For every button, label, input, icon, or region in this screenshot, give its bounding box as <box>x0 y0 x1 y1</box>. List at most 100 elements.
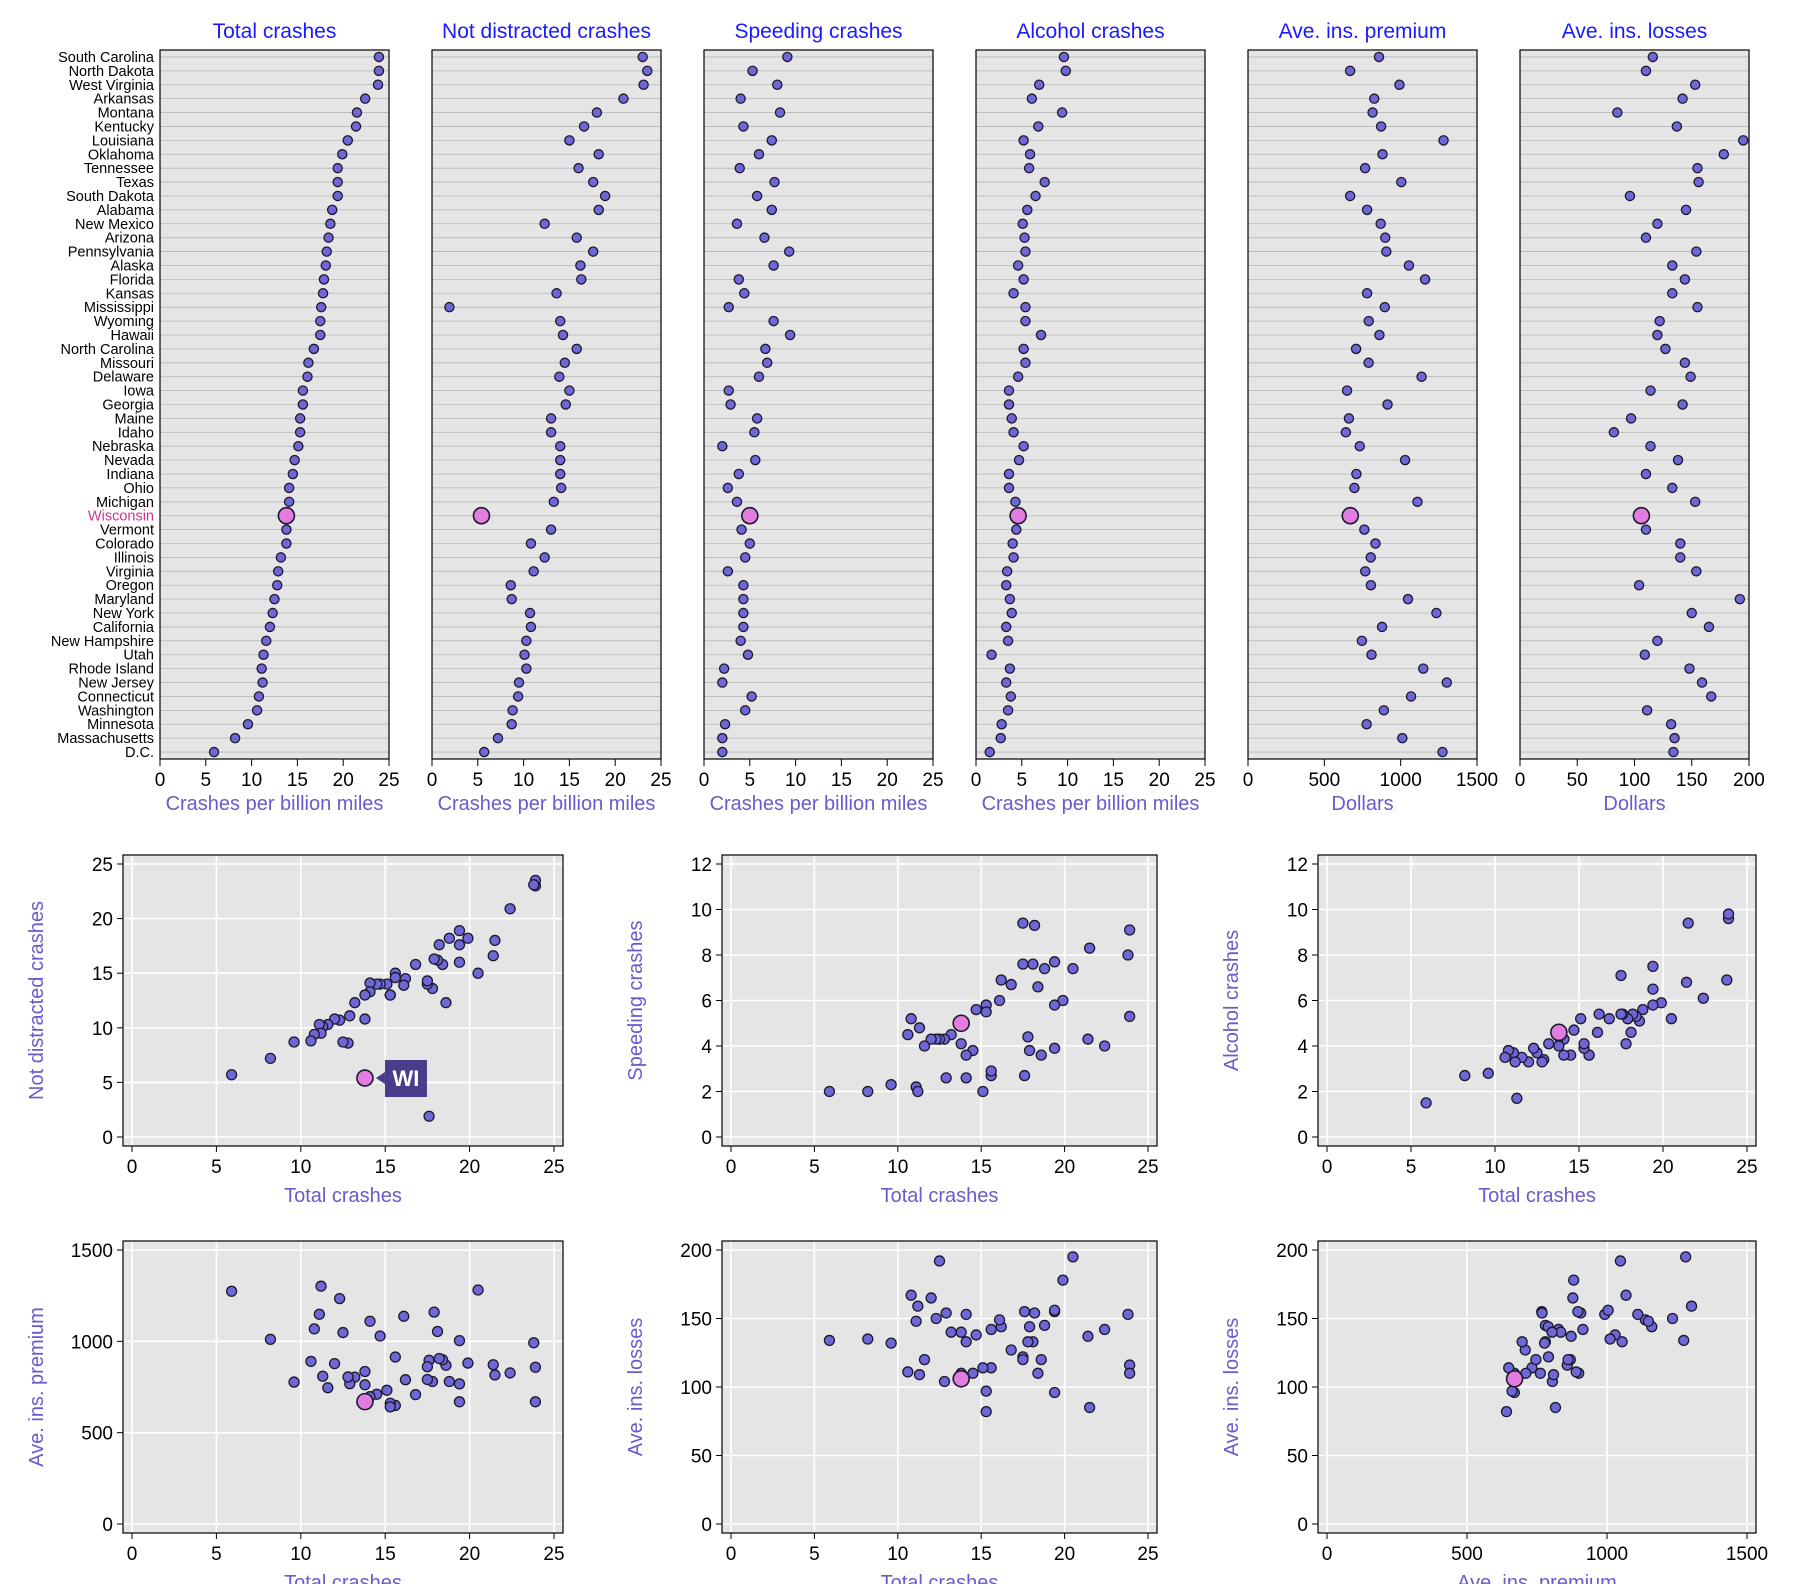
data-point-michigan[interactable] <box>731 496 743 508</box>
data-point-georgia[interactable] <box>389 971 401 984</box>
data-point-maryland[interactable] <box>738 593 749 605</box>
data-point-utah[interactable] <box>1366 649 1377 660</box>
data-point-alabama[interactable] <box>443 1375 455 1388</box>
data-point-georgia[interactable] <box>985 1323 997 1336</box>
data-point-new-mexico[interactable] <box>1375 218 1386 230</box>
data-point-nebraska[interactable] <box>381 1384 393 1396</box>
data-point-south-dakota[interactable] <box>332 190 343 202</box>
data-point-new-jersey[interactable] <box>315 1280 327 1292</box>
data-point-d-c-[interactable] <box>1420 1097 1432 1109</box>
data-point-pennsylvania[interactable] <box>433 1352 445 1365</box>
data-point-virginia[interactable] <box>1359 566 1371 577</box>
data-point-new-york[interactable] <box>524 607 536 619</box>
data-point-new-hampshire[interactable] <box>261 635 272 647</box>
data-point-kentucky[interactable] <box>738 121 749 132</box>
data-point-indiana[interactable] <box>733 468 745 480</box>
data-point-washington[interactable] <box>305 1355 317 1368</box>
data-point-texas[interactable] <box>1039 176 1050 188</box>
data-point-indiana[interactable] <box>1351 468 1362 480</box>
data-point-missouri[interactable] <box>1593 1008 1605 1020</box>
data-point-idaho[interactable] <box>1500 1406 1513 1418</box>
data-point-nebraska[interactable] <box>1018 440 1029 452</box>
data-point-alaska[interactable] <box>1403 260 1415 271</box>
data-point-alaska[interactable] <box>1027 958 1039 970</box>
data-point-montana[interactable] <box>1056 107 1068 118</box>
data-point-georgia[interactable] <box>985 1065 997 1077</box>
data-point-illinois[interactable] <box>739 552 751 563</box>
data-point-ohio[interactable] <box>1003 482 1015 494</box>
data-point-arkansas[interactable] <box>618 93 629 104</box>
data-point-new-jersey[interactable] <box>717 677 728 688</box>
data-point-d-c-[interactable] <box>1437 746 1448 758</box>
data-point-texas[interactable] <box>1396 176 1407 188</box>
data-point-new-mexico[interactable] <box>1035 1049 1047 1061</box>
data-point-maine[interactable] <box>1006 413 1017 424</box>
data-point-colorado[interactable] <box>744 538 756 549</box>
data-point-tennessee[interactable] <box>734 162 745 174</box>
data-point-oregon[interactable] <box>271 579 283 591</box>
data-point-minnesota[interactable] <box>719 718 731 730</box>
data-point-arizona[interactable] <box>1640 232 1652 243</box>
data-point-delaware[interactable] <box>993 994 1006 1007</box>
data-point-new-york[interactable] <box>738 607 749 619</box>
data-point-louisiana[interactable] <box>1067 963 1079 975</box>
data-point-montana[interactable] <box>1549 1401 1562 1414</box>
data-point-tennessee[interactable] <box>453 1378 466 1390</box>
data-point-alabama[interactable] <box>1022 204 1033 216</box>
data-point-florida[interactable] <box>1023 1321 1036 1333</box>
data-point-nevada[interactable] <box>1399 454 1411 466</box>
data-point-minnesota[interactable] <box>996 718 1007 730</box>
data-point-highlight-wisconsin[interactable] <box>1550 1023 1568 1042</box>
data-point-new-jersey[interactable] <box>1000 677 1012 688</box>
data-point-virginia[interactable] <box>1691 566 1702 577</box>
data-point-massachusetts[interactable] <box>1604 1333 1616 1345</box>
data-point-mississippi[interactable] <box>444 301 455 313</box>
data-point-ohio[interactable] <box>960 1336 972 1348</box>
data-point-alabama[interactable] <box>593 204 604 216</box>
data-point-oregon[interactable] <box>1633 579 1645 591</box>
data-point-ohio[interactable] <box>1558 1049 1570 1061</box>
data-point-north-dakota[interactable] <box>1124 1010 1136 1023</box>
data-point-south-dakota[interactable] <box>1647 983 1659 995</box>
data-point-west-virginia[interactable] <box>372 79 384 91</box>
data-point-alaska[interactable] <box>320 260 332 271</box>
data-point-washington[interactable] <box>902 1366 914 1378</box>
data-point-kentucky[interactable] <box>578 121 590 132</box>
data-point-pennsylvania[interactable] <box>433 939 445 951</box>
data-point-connecticut[interactable] <box>1705 691 1717 702</box>
data-point-new-hampshire[interactable] <box>1652 635 1663 647</box>
data-point-utah[interactable] <box>742 649 754 660</box>
data-point-new-jersey[interactable] <box>1685 1300 1698 1312</box>
data-point-connecticut[interactable] <box>905 1289 917 1301</box>
data-point-new-york[interactable] <box>1666 1312 1679 1325</box>
data-point-montana[interactable] <box>1083 942 1096 954</box>
data-point-california[interactable] <box>1567 1292 1579 1304</box>
data-point-alaska[interactable] <box>431 1325 444 1338</box>
data-point-massachusetts[interactable] <box>1397 732 1408 744</box>
data-point-idaho[interactable] <box>980 1406 992 1418</box>
data-point-west-virginia[interactable] <box>528 879 540 891</box>
data-point-iowa[interactable] <box>564 385 575 396</box>
data-point-illinois[interactable] <box>349 997 361 1009</box>
data-point-highlight-wisconsin[interactable] <box>740 506 759 525</box>
data-point-alabama[interactable] <box>1038 963 1051 975</box>
data-point-missouri[interactable] <box>559 357 571 369</box>
data-point-louisiana[interactable] <box>1018 135 1029 146</box>
data-point-highlight-wisconsin[interactable] <box>952 1369 970 1388</box>
data-point-minnesota[interactable] <box>288 1376 300 1388</box>
data-point-oklahoma[interactable] <box>462 1357 474 1369</box>
data-point-mississippi[interactable] <box>1379 301 1391 313</box>
data-point-south-carolina[interactable] <box>529 1361 542 1373</box>
data-point-oregon[interactable] <box>342 1371 354 1383</box>
data-point-florida[interactable] <box>1018 274 1029 285</box>
data-point-california[interactable] <box>525 621 537 633</box>
data-point-wyoming[interactable] <box>1654 315 1665 327</box>
data-point-ohio[interactable] <box>722 482 734 494</box>
data-point-idaho[interactable] <box>384 989 396 1001</box>
data-point-rhode-island[interactable] <box>910 1315 922 1327</box>
data-point-new-hampshire[interactable] <box>918 1353 931 1366</box>
data-point-washington[interactable] <box>739 705 751 716</box>
data-point-tennessee[interactable] <box>332 162 343 174</box>
data-point-kentucky[interactable] <box>1033 121 1044 132</box>
data-point-maine[interactable] <box>545 413 557 424</box>
